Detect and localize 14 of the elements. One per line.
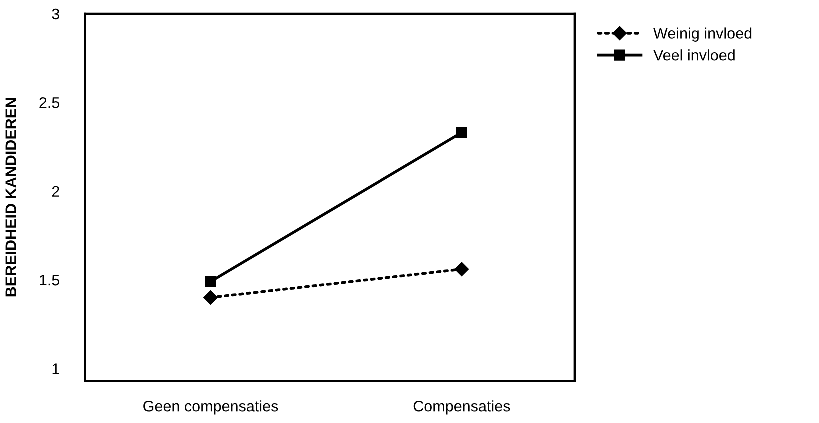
y-axis-title: BEREIDHEID KANDIDEREN — [6, 98, 16, 297]
point — [456, 127, 468, 138]
point — [454, 262, 469, 276]
legend-label: Weinig invloed — [654, 28, 752, 42]
x-tick-label: Compensaties — [414, 400, 510, 415]
x-tick-label: Geen compensaties — [144, 400, 278, 415]
legend-label: Veel invloed — [654, 50, 735, 61]
y-tick-label: 3 — [52, 8, 60, 20]
y-tick-label: 2 — [52, 186, 60, 197]
y-tick-label: 2.5 — [40, 98, 60, 108]
point — [204, 290, 218, 305]
y-tick-label: 1.5 — [40, 275, 60, 286]
point — [205, 276, 216, 288]
y-tick-label: 1 — [52, 364, 60, 374]
